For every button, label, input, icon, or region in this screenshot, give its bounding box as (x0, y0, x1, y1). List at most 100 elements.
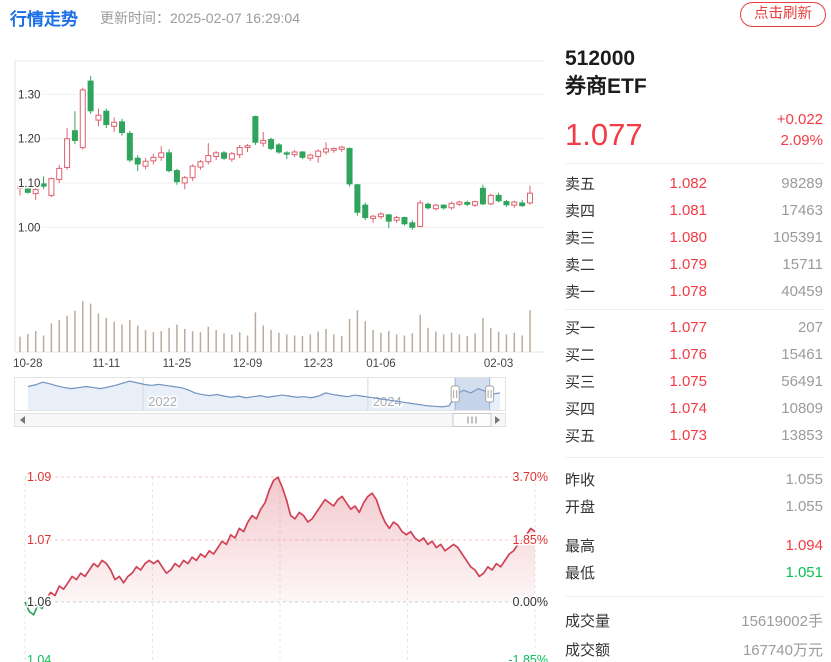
prev-close-label: 昨收 (565, 472, 596, 489)
ask-row-5[interactable]: 卖五 1.082 98289 (565, 170, 823, 197)
svg-text:1.09: 1.09 (27, 470, 51, 484)
high-low-stats: 最高 1.094 最低 1.051 (565, 522, 823, 597)
svg-text:3.70%: 3.70% (513, 470, 548, 484)
bid-price: 1.073 (669, 427, 707, 444)
ask-label: 卖四 (565, 203, 596, 220)
bid-row-4[interactable]: 买四 1.074 10809 (565, 395, 823, 422)
ask-row-4[interactable]: 卖四 1.081 17463 (565, 197, 823, 224)
bid-row-1[interactable]: 买一 1.077 207 (565, 314, 823, 341)
ask-row-3[interactable]: 卖三 1.080 105391 (565, 224, 823, 251)
price-block: 1.077 +0.022 2.09% (565, 109, 823, 164)
bid-label: 买三 (565, 374, 596, 391)
bid-label: 买二 (565, 347, 596, 364)
bid-row-2[interactable]: 买二 1.076 15461 (565, 341, 823, 368)
high-row: 最高 1.094 (565, 532, 823, 559)
update-time-label: 更新时间： (100, 10, 170, 26)
ask-price: 1.078 (669, 283, 707, 300)
navigator-handle-right[interactable] (485, 378, 495, 410)
ask-price: 1.080 (669, 229, 707, 246)
intraday-chart[interactable]: 1.09 1.07 1.06 1.04 3.70% 1.85% 0.00% -1.85% (0, 440, 550, 662)
ask-price: 1.079 (669, 256, 707, 273)
bid-price: 1.075 (669, 373, 707, 390)
bid-price: 1.074 (669, 400, 707, 417)
open-label: 开盘 (565, 499, 596, 516)
bid-label: 买四 (565, 401, 596, 418)
ask-volume: 15711 (782, 256, 823, 273)
ask-price: 1.082 (669, 175, 707, 192)
bid-row-3[interactable]: 买三 1.075 56491 (565, 368, 823, 395)
page-title: 行情走势 (10, 10, 78, 29)
ask-row-1[interactable]: 卖一 1.078 40459 (565, 278, 823, 305)
navigator-handle-left[interactable] (450, 378, 460, 410)
low-row: 最低 1.051 (565, 559, 823, 586)
low-label: 最低 (565, 565, 596, 582)
scroll-right-arrow (495, 416, 500, 424)
refresh-button[interactable]: 点击刷新 (740, 2, 826, 27)
svg-text:1.06: 1.06 (27, 595, 51, 609)
bid-row-5[interactable]: 买五 1.073 13853 (565, 422, 823, 449)
bid-volume: 10809 (781, 400, 823, 417)
bid-levels: 买一 1.077 207 买二 1.076 15461 买三 1.075 56491 买四 1… (565, 310, 823, 458)
open-value: 1.055 (785, 498, 823, 515)
ask-levels: 卖五 1.082 98289 卖四 1.081 17463 卖三 1.080 105391 … (565, 164, 823, 310)
price-change-block: +0.022 2.09% (777, 109, 823, 151)
amount-value: 167740万元 (742, 642, 823, 659)
bid-volume: 15461 (781, 346, 823, 363)
bid-price: 1.077 (669, 319, 707, 336)
candlestick-chart[interactable]: 1.30 1.20 1.10 1.00 10-28 11-11 11-25 12-09 12-2… (0, 60, 550, 372)
svg-text:1.04: 1.04 (27, 653, 51, 662)
svg-text:12-09: 12-09 (233, 358, 262, 370)
bid-label: 买一 (565, 320, 596, 337)
svg-text:2024: 2024 (373, 394, 402, 409)
bid-price: 1.076 (669, 346, 707, 363)
svg-text:01-06: 01-06 (366, 358, 395, 370)
ask-label: 卖二 (565, 257, 596, 274)
svg-text:11-25: 11-25 (163, 358, 192, 370)
ask-label: 卖五 (565, 176, 596, 193)
svg-text:2022: 2022 (148, 394, 177, 409)
svg-text:10-28: 10-28 (13, 358, 42, 370)
ask-volume: 17463 (781, 202, 823, 219)
daily-stats: 昨收 1.055 开盘 1.055 (565, 458, 823, 522)
security-name: 券商ETF (565, 75, 647, 98)
security-code: 512000 (565, 47, 636, 70)
ask-price: 1.081 (669, 202, 707, 219)
low-value: 1.051 (785, 564, 823, 581)
bid-volume: 207 (797, 319, 823, 336)
price-change-pct: 2.09% (780, 132, 823, 149)
svg-text:1.20: 1.20 (18, 134, 40, 146)
volume-value: 15619002手 (741, 613, 823, 630)
bid-volume: 56491 (781, 373, 823, 390)
scroll-left-arrow (20, 416, 25, 424)
ask-row-2[interactable]: 卖二 1.079 15711 (565, 251, 823, 278)
ask-volume: 98289 (781, 175, 823, 192)
volume-row: 成交量 15619002手 (565, 606, 823, 635)
prev-close-row: 昨收 1.055 (565, 466, 823, 493)
bid-label: 买五 (565, 428, 596, 445)
svg-text:11-11: 11-11 (92, 358, 120, 370)
svg-text:1.00: 1.00 (18, 222, 40, 234)
quote-panel: 512000 券商ETF 1.077 +0.022 2.09% 卖五 1.082 9… (565, 45, 823, 662)
svg-text:1.85%: 1.85% (513, 533, 548, 547)
svg-text:0.00%: 0.00% (513, 595, 548, 609)
chart-scrollbar[interactable] (14, 413, 506, 427)
amount-row: 成交额 167740万元 (565, 635, 823, 662)
ask-volume: 105391 (772, 229, 823, 246)
high-value: 1.094 (785, 537, 823, 554)
ask-label: 卖一 (565, 284, 596, 301)
ask-label: 卖三 (565, 230, 596, 247)
scrollbar-thumb[interactable] (452, 413, 492, 427)
update-time: 更新时间：2025-02-07 16:29:04 (100, 8, 300, 28)
svg-text:02-03: 02-03 (484, 358, 513, 370)
ask-volume: 40459 (781, 283, 823, 300)
amount-label: 成交额 (565, 642, 611, 659)
svg-text:12-23: 12-23 (303, 358, 332, 370)
price-change: +0.022 (776, 111, 823, 128)
last-price: 1.077 (565, 117, 643, 152)
bid-volume: 13853 (781, 427, 823, 444)
turnover-stats: 成交量 15619002手 成交额 167740万元 (565, 597, 823, 662)
volume-label: 成交量 (565, 613, 611, 630)
update-time-value: 2025-02-07 16:29:04 (170, 10, 300, 26)
history-navigator[interactable]: 2022 2024 (0, 376, 550, 428)
